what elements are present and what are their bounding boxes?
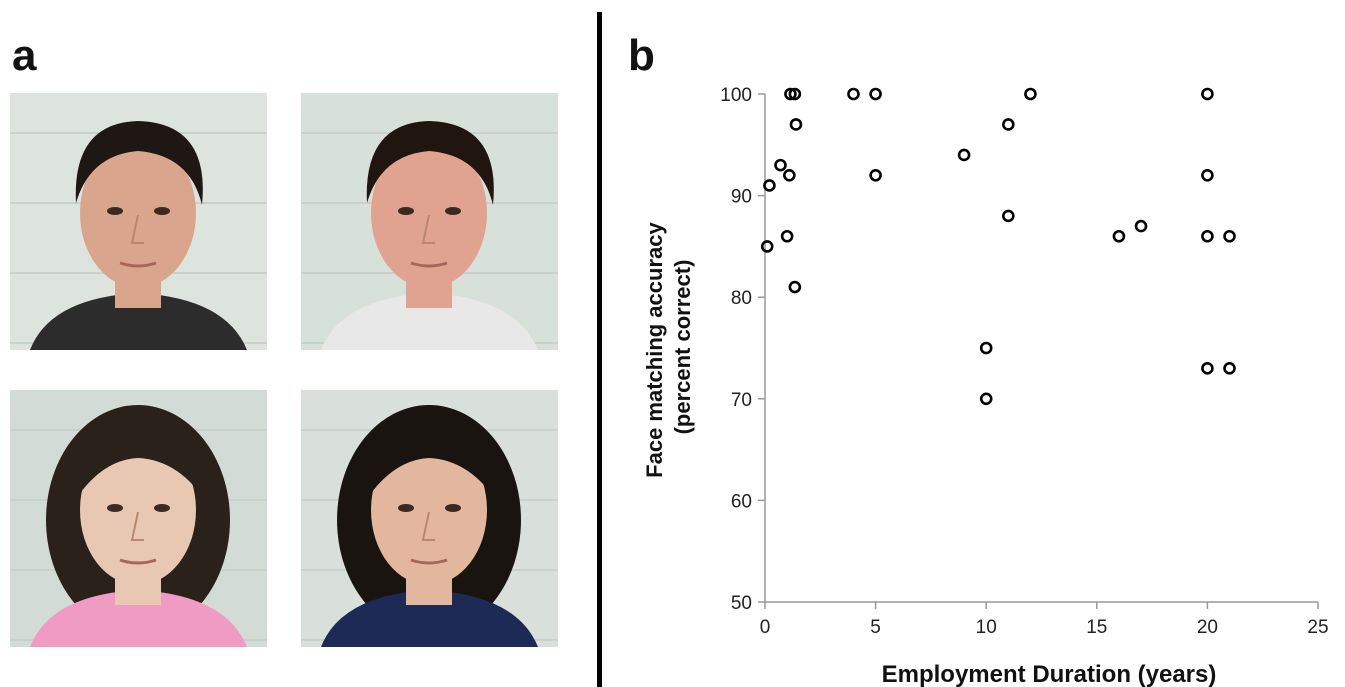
y-axis-label: Face matching accuracy (percent correct) <box>642 216 695 478</box>
data-point <box>957 148 971 162</box>
y-tick-label: 80 <box>731 288 752 309</box>
data-point <box>1201 168 1214 182</box>
data-point <box>1134 219 1148 233</box>
data-point <box>1223 362 1236 375</box>
data-point <box>1201 362 1214 375</box>
x-tick-label: 5 <box>870 617 881 638</box>
x-tick-label: 15 <box>1086 617 1107 638</box>
x-tick-label: 10 <box>976 617 997 638</box>
data-point <box>1002 118 1015 131</box>
chart-ticks: 0 5 10 15 20 25 50 60 70 80 90 100 <box>720 85 1328 638</box>
young-man-short-hair-portrait <box>10 93 267 350</box>
y-tick-label: 70 <box>731 390 752 411</box>
panel-divider <box>597 12 602 687</box>
woman-messy-hair-portrait <box>10 390 267 647</box>
x-tick-label: 25 <box>1307 617 1328 638</box>
scatter-chart: 0 5 10 15 20 25 50 60 70 80 90 100 Employment Durat… <box>642 85 1329 687</box>
y-tick-label: 60 <box>731 491 752 512</box>
x-tick-label: 0 <box>760 617 771 638</box>
photo-bottom-left <box>10 390 267 647</box>
panel-label-a: a <box>12 31 37 80</box>
data-point <box>1201 87 1214 101</box>
data-point <box>869 168 882 182</box>
data-point <box>784 87 797 101</box>
data-point <box>869 87 882 101</box>
y-tick-label: 50 <box>731 593 752 614</box>
data-point <box>1223 229 1236 243</box>
data-point <box>1201 229 1214 243</box>
data-point <box>780 229 794 243</box>
data-point <box>1112 229 1126 243</box>
data-point <box>783 168 796 182</box>
data-point <box>1024 87 1037 101</box>
data-point <box>774 158 787 172</box>
data-point <box>847 87 860 101</box>
data-point <box>788 87 802 101</box>
y-axis-label-line-1: Face matching accuracy <box>642 222 667 478</box>
data-point <box>763 179 776 192</box>
young-man-brown-hair-portrait <box>301 93 558 350</box>
photo-bottom-right <box>301 390 558 647</box>
data-point <box>979 341 993 355</box>
photo-top-right <box>301 93 558 350</box>
chart-points <box>760 87 1236 406</box>
woman-bob-hair-portrait <box>301 390 558 647</box>
data-point <box>788 280 802 294</box>
data-point <box>789 118 803 131</box>
data-point <box>760 240 774 253</box>
chart-axes <box>764 94 1318 603</box>
data-point <box>979 392 993 406</box>
y-tick-label: 100 <box>720 85 752 106</box>
photo-top-left <box>10 93 267 350</box>
y-tick-label: 90 <box>731 187 752 208</box>
data-point <box>1002 209 1015 223</box>
panel-label-b: b <box>628 31 655 80</box>
x-tick-label: 20 <box>1197 617 1218 638</box>
y-axis-label-line-2: (percent correct) <box>670 260 695 435</box>
x-axis-label: Employment Duration (years) <box>882 661 1217 687</box>
